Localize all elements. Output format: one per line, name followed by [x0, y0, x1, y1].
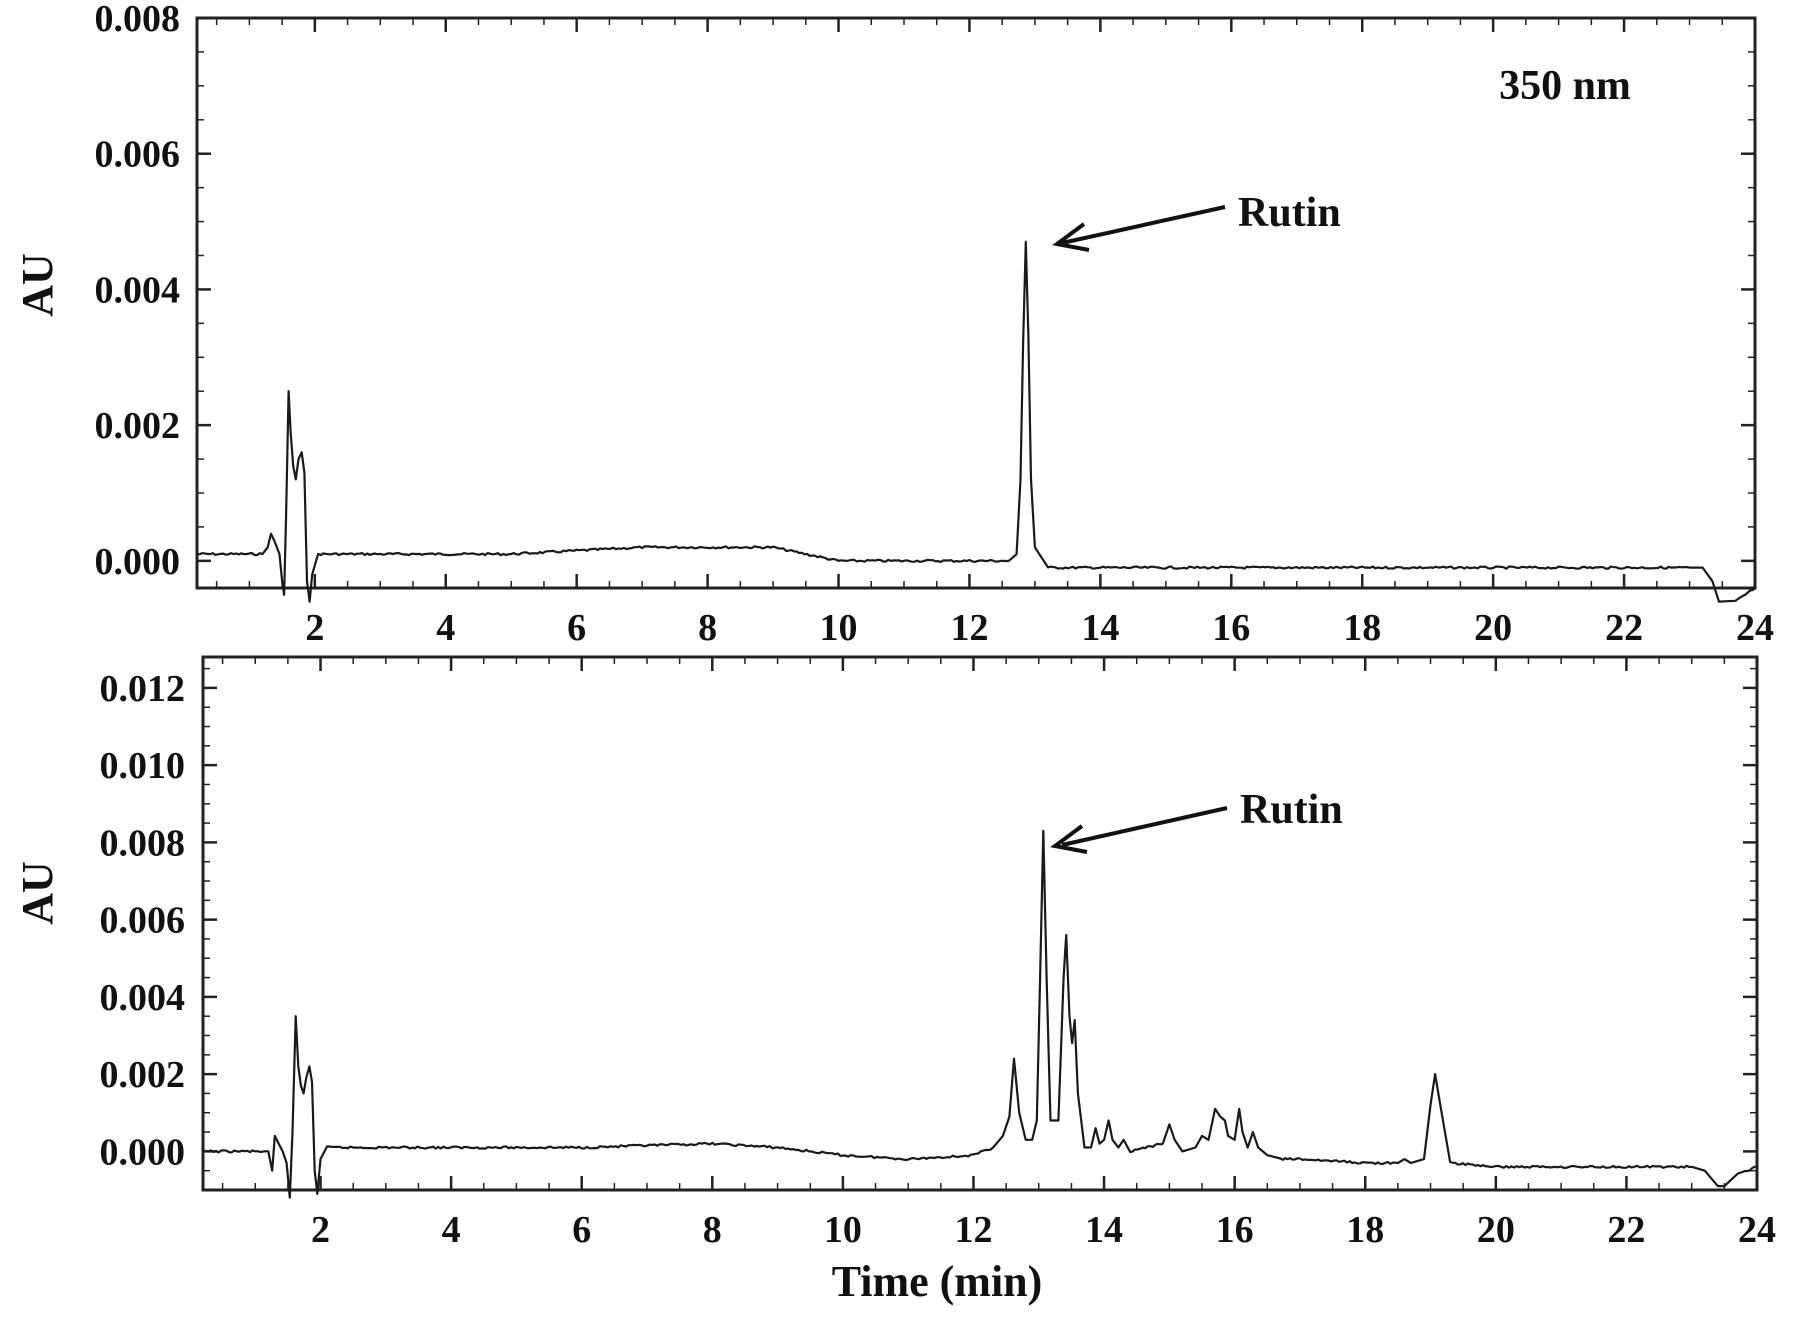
x-tick-label: 2: [311, 1209, 330, 1251]
y-tick-label: 0.006: [100, 900, 186, 942]
y-tick-label: 0.004: [100, 977, 186, 1019]
y-tick-label: 0.002: [95, 405, 181, 447]
x-tick-label: 8: [698, 607, 717, 649]
x-tick-label: 14: [1085, 1209, 1123, 1251]
bottom-chromatogram-panel: 2 4 6 8 10 12 14 16 18 20 22 24 0.0000.0020.0040.00…: [13, 655, 1776, 1306]
top-chromatogram-panel: 2 4 6 8 10 12 14 16 18 20 22 24 0.0000.0020.0040.00…: [13, 0, 1774, 649]
bottom-plot-frame: [201, 655, 1759, 1192]
x-tick-label: 10: [824, 1209, 862, 1251]
top-plot-frame: [195, 16, 1757, 590]
x-tick-label: 18: [1343, 607, 1381, 649]
x-tick-label: 20: [1477, 1209, 1515, 1251]
top-x-tick-labels: 2 4 6 8 10 12 14 16 18 20 22 24: [305, 607, 1774, 649]
bottom-rutin-label: Rutin: [1240, 787, 1343, 833]
bottom-axis-ticks: [203, 657, 1759, 1191]
x-tick-label: 22: [1605, 607, 1643, 649]
x-tick-label: 14: [1081, 607, 1119, 649]
x-tick-label: 10: [820, 607, 858, 649]
top-y-axis-title: AU: [13, 253, 62, 317]
top-y-tick-labels: 0.000 0.002 0.004 0.006 0.008: [95, 0, 181, 583]
y-tick-label: 0.010: [100, 745, 186, 787]
x-tick-label: 6: [567, 607, 586, 649]
y-tick-label: 0.008: [100, 822, 186, 864]
x-tick-label: 24: [1736, 607, 1774, 649]
x-tick-label: 12: [950, 607, 988, 649]
bottom-y-axis-title: AU: [13, 861, 62, 925]
x-tick-label: 6: [572, 1209, 591, 1251]
x-tick-label: 2: [305, 607, 324, 649]
wavelength-label: 350 nm: [1499, 63, 1631, 109]
x-tick-label: 12: [954, 1209, 992, 1251]
x-tick-label: 4: [442, 1209, 461, 1251]
top-axis-ticks: [197, 16, 1757, 588]
x-tick-label: 20: [1474, 607, 1512, 649]
x-tick-label: 24: [1738, 1209, 1776, 1251]
x-tick-label: 4: [436, 607, 455, 649]
top-chromatogram-trace: [196, 240, 1756, 603]
x-tick-label: 18: [1346, 1209, 1384, 1251]
x-axis-title: Time (min): [832, 1257, 1043, 1306]
x-tick-label: 22: [1607, 1209, 1645, 1251]
y-tick-label: 0.008: [95, 0, 181, 40]
y-tick-label: 0.000: [95, 541, 181, 583]
top-rutin-label: Rutin: [1238, 190, 1341, 236]
bottom-chromatogram-trace: [202, 829, 1757, 1199]
x-tick-label: 16: [1216, 1209, 1254, 1251]
bottom-rutin-arrow: [1050, 806, 1228, 854]
bottom-x-tick-labels: 2 4 6 8 10 12 14 16 18 20 22 24: [311, 1209, 1776, 1251]
y-tick-label: 0.004: [95, 269, 181, 311]
y-tick-label: 0.002: [100, 1054, 186, 1096]
x-tick-label: 16: [1212, 607, 1250, 649]
y-tick-label: 0.012: [100, 668, 186, 710]
bottom-y-tick-labels: 0.000 0.002 0.004 0.006 0.008 0.010 0.012: [100, 668, 186, 1173]
x-tick-label: 8: [703, 1209, 722, 1251]
y-tick-label: 0.006: [95, 134, 181, 176]
y-tick-label: 0.000: [100, 1131, 186, 1173]
top-rutin-arrow: [1052, 205, 1226, 252]
